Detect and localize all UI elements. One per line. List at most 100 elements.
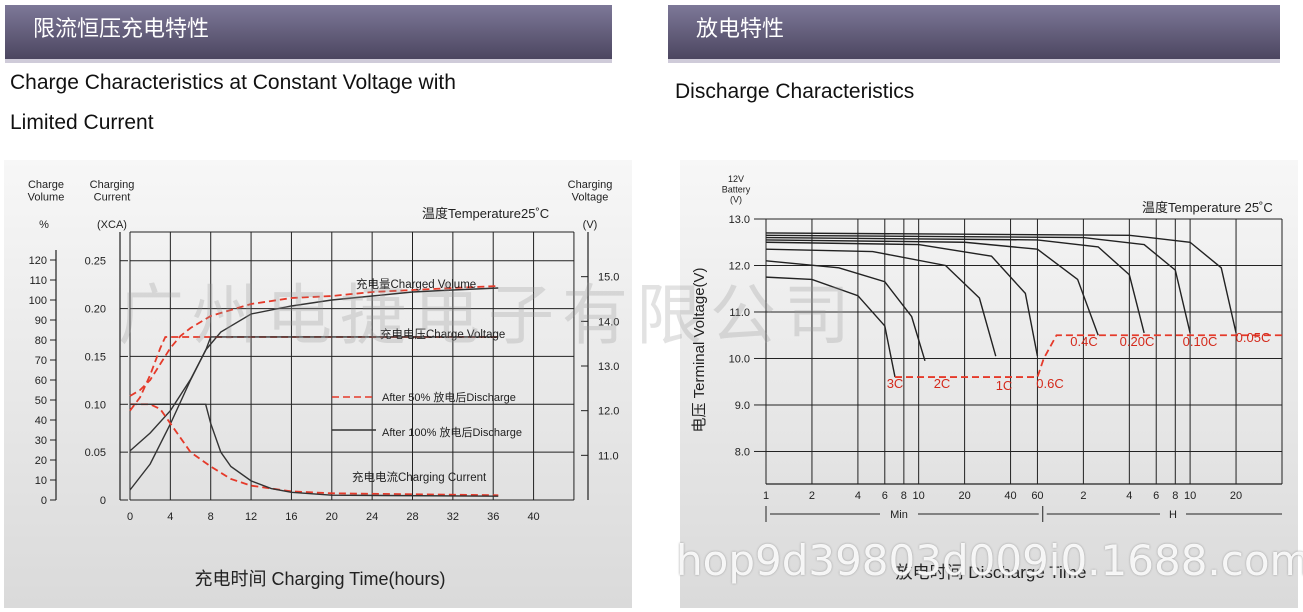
charge-chart: 0102030405060708090100110120ChargeVolume… — [28, 179, 620, 589]
x-tick-label: 4 — [855, 490, 861, 502]
charge-section-header: 限流恒压充电特性 — [5, 5, 612, 63]
discharge-curve-0.4C — [765, 239, 1099, 336]
legend-label-100: After 100% 放电后Discharge — [382, 425, 522, 439]
current-tick-label: 0.15 — [85, 351, 106, 363]
y-tick-label: 11.0 — [729, 307, 750, 319]
discharge-curve-2C — [765, 260, 926, 362]
voltage-axis-title: Voltage — [572, 192, 609, 204]
charge-subtitle-line1: Charge Characteristics at Constant Volta… — [10, 71, 456, 94]
x-tick-label: 24 — [366, 511, 378, 523]
volume-tick-label: 40 — [35, 415, 47, 427]
discharge-curve-0.20C — [765, 236, 1145, 334]
legend-label-50: After 50% 放电后Discharge — [382, 390, 516, 404]
cutoff-label-2C: 2C — [934, 376, 951, 391]
volume-axis-unit: % — [39, 219, 49, 231]
cutoff-label-1C: 1C — [996, 378, 1013, 393]
x-tick-label: 10 — [913, 490, 925, 502]
x-tick-label: 2 — [1080, 490, 1086, 502]
discharge-subtitle: Discharge Characteristics — [675, 80, 915, 103]
x-tick-label: 32 — [447, 511, 459, 523]
discharge-curve-0.10C — [765, 234, 1191, 334]
current-tick-label: 0.25 — [85, 256, 106, 268]
volume-tick-label: 50 — [35, 395, 47, 407]
cutoff-label-0.10C: 0.10C — [1183, 334, 1218, 349]
voltage-axis-title: Charging — [568, 179, 613, 191]
cutoff-voltage-line — [895, 334, 1282, 378]
x-tick-label: 10 — [1184, 490, 1196, 502]
x-tick-label: 8 — [1172, 490, 1178, 502]
current-axis-title: Current — [94, 192, 131, 204]
current-tick-label: 0 — [100, 495, 106, 507]
current-tick-label: 0.05 — [85, 447, 106, 459]
y-unit-label: 12V — [728, 174, 744, 184]
voltage-tick-label: 11.0 — [598, 450, 619, 462]
volume-tick-label: 90 — [35, 315, 47, 327]
volume-axis-title: Volume — [28, 192, 65, 204]
series-line-current-100 — [130, 403, 499, 497]
y-tick-label: 8.0 — [735, 446, 750, 458]
volume-tick-label: 100 — [29, 295, 47, 307]
volume-tick-label: 20 — [35, 455, 47, 467]
volume-tick-label: 60 — [35, 375, 47, 387]
volume-tick-label: 110 — [29, 275, 47, 287]
x-tick-label: 28 — [406, 511, 418, 523]
x-unit-min: Min — [890, 509, 908, 521]
x-tick-label: 1 — [763, 490, 769, 502]
x-unit-h: H — [1169, 509, 1177, 521]
voltage-tick-label: 13.0 — [598, 361, 619, 373]
voltage-tick-label: 15.0 — [598, 272, 619, 284]
annotation-charge-voltage: 充电电压Charge Voltage — [380, 327, 505, 341]
x-tick-label: 60 — [1031, 490, 1043, 502]
current-tick-label: 0.10 — [85, 399, 106, 411]
chart-title: 温度Temperature25˚C — [422, 206, 549, 221]
series-line-volume-50 — [129, 285, 499, 397]
discharge-curve-1C — [765, 248, 997, 357]
x-tick-label: 8 — [208, 511, 214, 523]
cutoff-label-3C: 3C — [887, 376, 904, 391]
x-tick-label: 16 — [285, 511, 297, 523]
x-tick-label: 12 — [245, 511, 257, 523]
x-axis-title: 充电时间 Charging Time(hours) — [194, 569, 445, 589]
charge-chart-panel: 0 10 20 30 40 50 60 70 80 90 100 110 120 Charge Volume… — [4, 160, 632, 608]
cutoff-label-0.4C: 0.4C — [1070, 334, 1097, 349]
series-line-voltage-100 — [129, 336, 499, 452]
cutoff-label-0.20C: 0.20C — [1120, 334, 1155, 349]
x-tick-label: 2 — [809, 490, 815, 502]
x-tick-label: 20 — [958, 490, 970, 502]
x-tick-label: 40 — [1004, 490, 1016, 502]
volume-tick-label: 0 — [41, 495, 47, 507]
cutoff-label-0.05C: 0.05C — [1236, 330, 1271, 345]
series-line-current-50 — [130, 403, 499, 497]
voltage-tick-label: 12.0 — [598, 406, 619, 418]
discharge-chart-panel: 8.0 9.0 10.0 11.0 12.0 13.0 12V Battery (V) 电压 Te… — [680, 160, 1298, 608]
volume-tick-label: 80 — [35, 335, 47, 347]
x-tick-label: 40 — [527, 511, 539, 523]
current-axis-title: Charging — [90, 179, 135, 191]
voltage-axis-unit: (V) — [583, 219, 598, 231]
discharge-curve-3C — [765, 276, 896, 378]
chart-title: 温度Temperature 25˚C — [1142, 200, 1273, 215]
y-axis-title: 电压 Terminal Voltage(V) — [691, 267, 708, 432]
discharge-curve-0.05C — [765, 232, 1237, 334]
volume-tick-label: 70 — [35, 355, 47, 367]
volume-axis-title: Charge — [28, 179, 64, 191]
y-tick-label: 13.0 — [729, 214, 750, 226]
volume-tick-label: 10 — [35, 475, 47, 487]
x-tick-label: 20 — [1230, 490, 1242, 502]
x-tick-label: 4 — [167, 511, 173, 523]
annotation-charging-current: 充电电流Charging Current — [352, 470, 487, 484]
current-axis-unit: (XCA) — [97, 219, 127, 231]
x-tick-label: 6 — [1153, 490, 1159, 502]
discharge-curve-0.6C — [765, 241, 1039, 357]
x-tick-label: 6 — [882, 490, 888, 502]
x-axis-title: 放电时间 Discharge Time — [896, 563, 1087, 582]
discharge-section-header: 放电特性 — [668, 5, 1280, 63]
voltage-tick-label: 14.0 — [598, 316, 619, 328]
y-unit-label: (V) — [730, 195, 742, 205]
x-tick-label: 8 — [901, 490, 907, 502]
watermark-url: hop9d39803d009i0.1688.com — [676, 536, 1303, 585]
y-tick-label: 10.0 — [729, 353, 750, 365]
watermark-company: 广州电捷电子有限公司 — [118, 277, 858, 354]
current-tick-label: 0.20 — [85, 304, 106, 316]
